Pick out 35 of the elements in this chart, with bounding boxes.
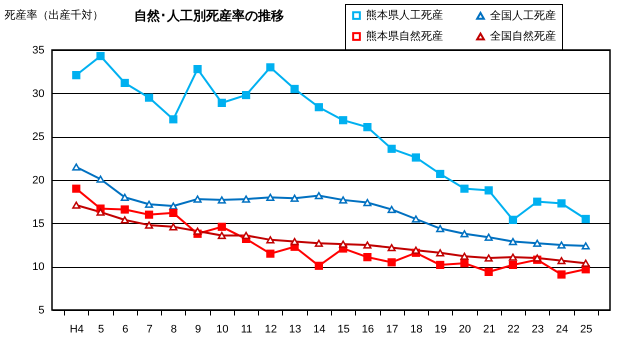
x-tick-label: 14 [313, 324, 326, 336]
x-tick-label: 11 [240, 324, 252, 336]
x-tick-label: 19 [434, 324, 447, 336]
y-tick-label: 5 [38, 304, 44, 316]
y-tick-label: 25 [32, 131, 44, 144]
x-tick-label: 6 [122, 324, 128, 336]
legend-label: 熊本県人工死産 [366, 8, 443, 22]
x-tick-label: 8 [170, 324, 177, 336]
x-tick-label: 25 [580, 324, 592, 336]
x-tick-label: 10 [216, 324, 228, 336]
legend-label: 全国人工死産 [490, 8, 556, 22]
x-tick-label: H4 [70, 324, 84, 336]
x-tick-label: 18 [410, 324, 423, 336]
legend-label: 全国自然死産 [490, 30, 556, 42]
x-tick-label: 17 [386, 324, 398, 336]
y-tick-label: 10 [32, 261, 44, 274]
x-tick-label: 24 [556, 324, 568, 336]
chart-title: 自然･人工別死産率の推移 [134, 8, 284, 23]
x-tick-label: 22 [507, 324, 520, 336]
y-tick-label: 30 [32, 88, 44, 100]
x-tick-label: 21 [483, 324, 496, 336]
y-tick-label: 15 [32, 218, 44, 230]
x-tick-label: 13 [288, 324, 302, 336]
y-axis-title: 死産率（出産千対） [4, 8, 104, 22]
x-tick-label: 23 [532, 324, 544, 336]
x-tick-label: 16 [362, 324, 374, 336]
x-tick-label: 15 [338, 324, 350, 336]
x-tick-label: 12 [264, 324, 277, 336]
x-tick-label: 5 [98, 324, 104, 336]
legend-label: 熊本県自然死産 [366, 30, 443, 42]
y-tick-label: 20 [32, 174, 44, 186]
y-tick-label: 35 [32, 44, 44, 56]
x-tick-label: 7 [146, 324, 153, 336]
x-tick-label: 9 [195, 324, 202, 336]
x-tick-label: 20 [458, 324, 472, 336]
